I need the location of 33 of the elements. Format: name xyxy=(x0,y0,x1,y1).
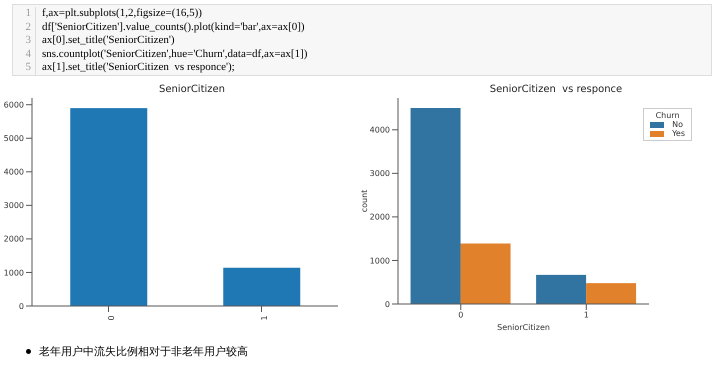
bar xyxy=(586,283,636,304)
text: 1 f,ax=plt.subplots(1,2,figsize=(16,5)) xyxy=(24,7,202,20)
y-tick-label: 0 xyxy=(384,300,390,309)
y-tick-label: 2000 xyxy=(4,234,24,244)
x-tick-label: 0 xyxy=(458,310,464,320)
legend-title: Churn xyxy=(654,111,681,120)
y-tick-label: 3000 xyxy=(370,169,390,178)
y-axis-title: count xyxy=(360,190,369,212)
legend-label: No xyxy=(672,120,683,129)
text: 4 sns.countplot('SeniorCitizen',hue='Churn',data=df,ax=ax[1]) xyxy=(24,48,308,61)
y-tick-label: 4000 xyxy=(370,126,390,135)
x-tick-label: 1 xyxy=(260,315,270,321)
chart-title: SeniorCitizen vs responce xyxy=(488,84,624,95)
text: 老年用户中流失比例相对于非老年用户较高 xyxy=(39,344,248,359)
y-tick-label: 2000 xyxy=(370,212,390,222)
text: 3 ax[0].set_title('SeniorCitizen') xyxy=(24,34,175,48)
y-tick-label: 5000 xyxy=(4,134,24,144)
bar xyxy=(536,274,586,304)
y-tick-label: 6000 xyxy=(4,100,24,110)
y-tick-label: 0 xyxy=(18,302,24,311)
bar xyxy=(460,243,511,304)
y-tick-label: 4000 xyxy=(4,168,24,177)
y-tick-label: 1000 xyxy=(370,256,390,266)
y-tick-label: 3000 xyxy=(4,201,24,210)
legend-label: Yes xyxy=(672,129,685,138)
y-tick-label: 1000 xyxy=(4,268,24,278)
x-tick-label: 0 xyxy=(107,315,116,321)
x-axis-title: SeniorCitizen xyxy=(497,323,550,332)
chart-title: SeniorCitizen xyxy=(158,84,226,95)
text: 2 df['SeniorCitizen'].value_counts().plot(kind='bar',ax=ax[0]) xyxy=(24,20,305,34)
text: 5 ax[1].set_title('SeniorCitizen vs responce'); xyxy=(24,61,235,74)
x-tick-label: 1 xyxy=(584,310,589,320)
bar xyxy=(410,108,461,304)
